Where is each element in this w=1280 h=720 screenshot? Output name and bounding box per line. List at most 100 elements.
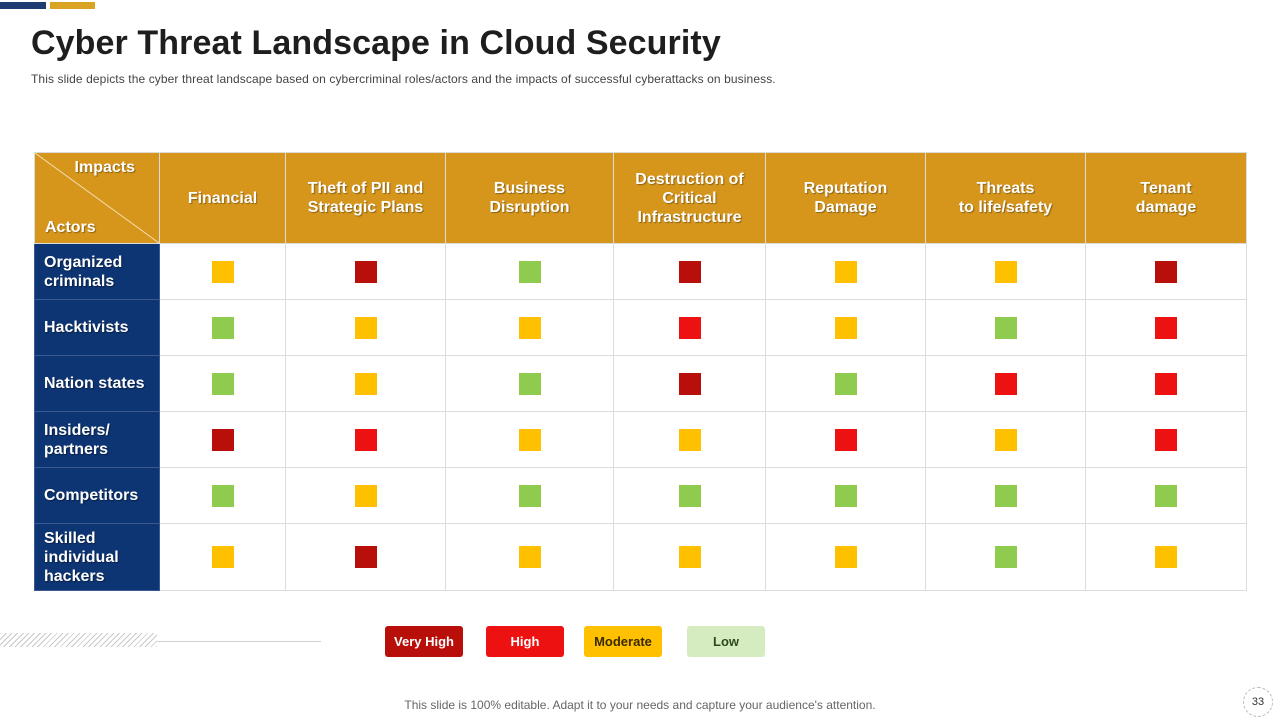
severity-square [1155,372,1177,395]
table-row: Insiders/ partners [34,411,1247,468]
impact-cell [765,411,926,468]
impact-cell [445,299,614,356]
actor-label: Competitors [34,467,160,524]
severity-square [518,546,541,568]
impact-cell [1085,411,1247,468]
severity-square [994,428,1017,451]
severity-square [1155,316,1177,339]
footer-note: This slide is 100% editable. Adapt it to… [404,698,876,712]
impact-header-theft-of-pii: Theft of PII and Strategic Plans [285,152,446,244]
severity-square [354,316,377,339]
impact-cell [613,243,766,300]
severity-square [994,484,1017,507]
legend-high: High [486,626,564,657]
severity-square [1155,260,1177,283]
severity-square [834,372,857,395]
table-row: Competitors [34,467,1247,524]
severity-square [518,484,541,507]
actor-label: Organized criminals [34,243,160,300]
table-row: Skilled individual hackers [34,523,1247,591]
severity-square [354,546,377,568]
severity-square [354,372,377,395]
impact-header-business-disruption: Business Disruption [445,152,614,244]
impact-header-financial: Financial [159,152,286,244]
impact-cell [1085,355,1247,412]
table-row: Nation states [34,355,1247,412]
severity-square [994,260,1017,283]
impact-cell [925,299,1086,356]
severity-square [994,316,1017,339]
impact-header-tenant-damage: Tenant damage [1085,152,1247,244]
impact-cell [1085,299,1247,356]
impact-cell [445,411,614,468]
severity-square [211,372,234,395]
severity-square [678,372,701,395]
impact-cell [1085,523,1247,591]
page-number: 33 [1243,687,1273,717]
impact-cell [285,355,446,412]
decorative-hatch [0,633,157,647]
severity-square [354,484,377,507]
severity-square [834,260,857,283]
severity-square [518,260,541,283]
severity-square [678,546,701,568]
decorative-line [157,641,321,642]
impact-cell [445,243,614,300]
severity-square [834,484,857,507]
corner-header-cell: Impacts Actors [34,152,160,244]
severity-square [211,484,234,507]
impact-cell [285,411,446,468]
severity-square [834,428,857,451]
impact-cell [445,523,614,591]
impact-cell [285,467,446,524]
severity-square [834,316,857,339]
severity-square [1155,546,1177,568]
impact-cell [765,523,926,591]
impact-cell [765,355,926,412]
legend-very-high: Very High [385,626,463,657]
impact-header-threats-to-life: Threats to life/safety [925,152,1086,244]
accent-bar-navy [0,2,46,9]
impact-cell [613,467,766,524]
severity-square [211,260,234,283]
impact-cell [925,411,1086,468]
impact-cell [613,355,766,412]
legend-low: Low [687,626,765,657]
actor-label: Insiders/ partners [34,411,160,468]
impact-header-reputation-damage: Reputation Damage [765,152,926,244]
severity-square [518,316,541,339]
actor-label: Hacktivists [34,299,160,356]
corner-actors-label: Actors [45,219,96,236]
impact-cell [613,411,766,468]
severity-square [211,428,234,451]
threat-matrix-table: Impacts Actors Financial Theft of PII an… [34,152,1247,591]
impact-cell [159,467,286,524]
accent-bar-gold [50,2,95,9]
severity-square [518,372,541,395]
impact-cell [613,299,766,356]
impact-cell [159,411,286,468]
severity-square [1155,428,1177,451]
severity-square [678,260,701,283]
impact-cell [765,467,926,524]
severity-square [354,428,377,451]
impact-cell [613,523,766,591]
severity-square [211,316,234,339]
severity-square [678,484,701,507]
impact-cell [159,523,286,591]
severity-square [994,372,1017,395]
impact-cell [765,299,926,356]
impact-cell [445,355,614,412]
impact-cell [925,467,1086,524]
slide-title: Cyber Threat Landscape in Cloud Security [31,24,721,62]
table-row: Organized criminals [34,243,1247,300]
impact-cell [1085,467,1247,524]
impact-cell [159,243,286,300]
impact-cell [285,299,446,356]
impact-cell [159,355,286,412]
impact-cell [159,299,286,356]
impact-cell [925,243,1086,300]
table-row: Hacktivists [34,299,1247,356]
severity-square [678,428,701,451]
actor-label: Skilled individual hackers [34,523,160,591]
